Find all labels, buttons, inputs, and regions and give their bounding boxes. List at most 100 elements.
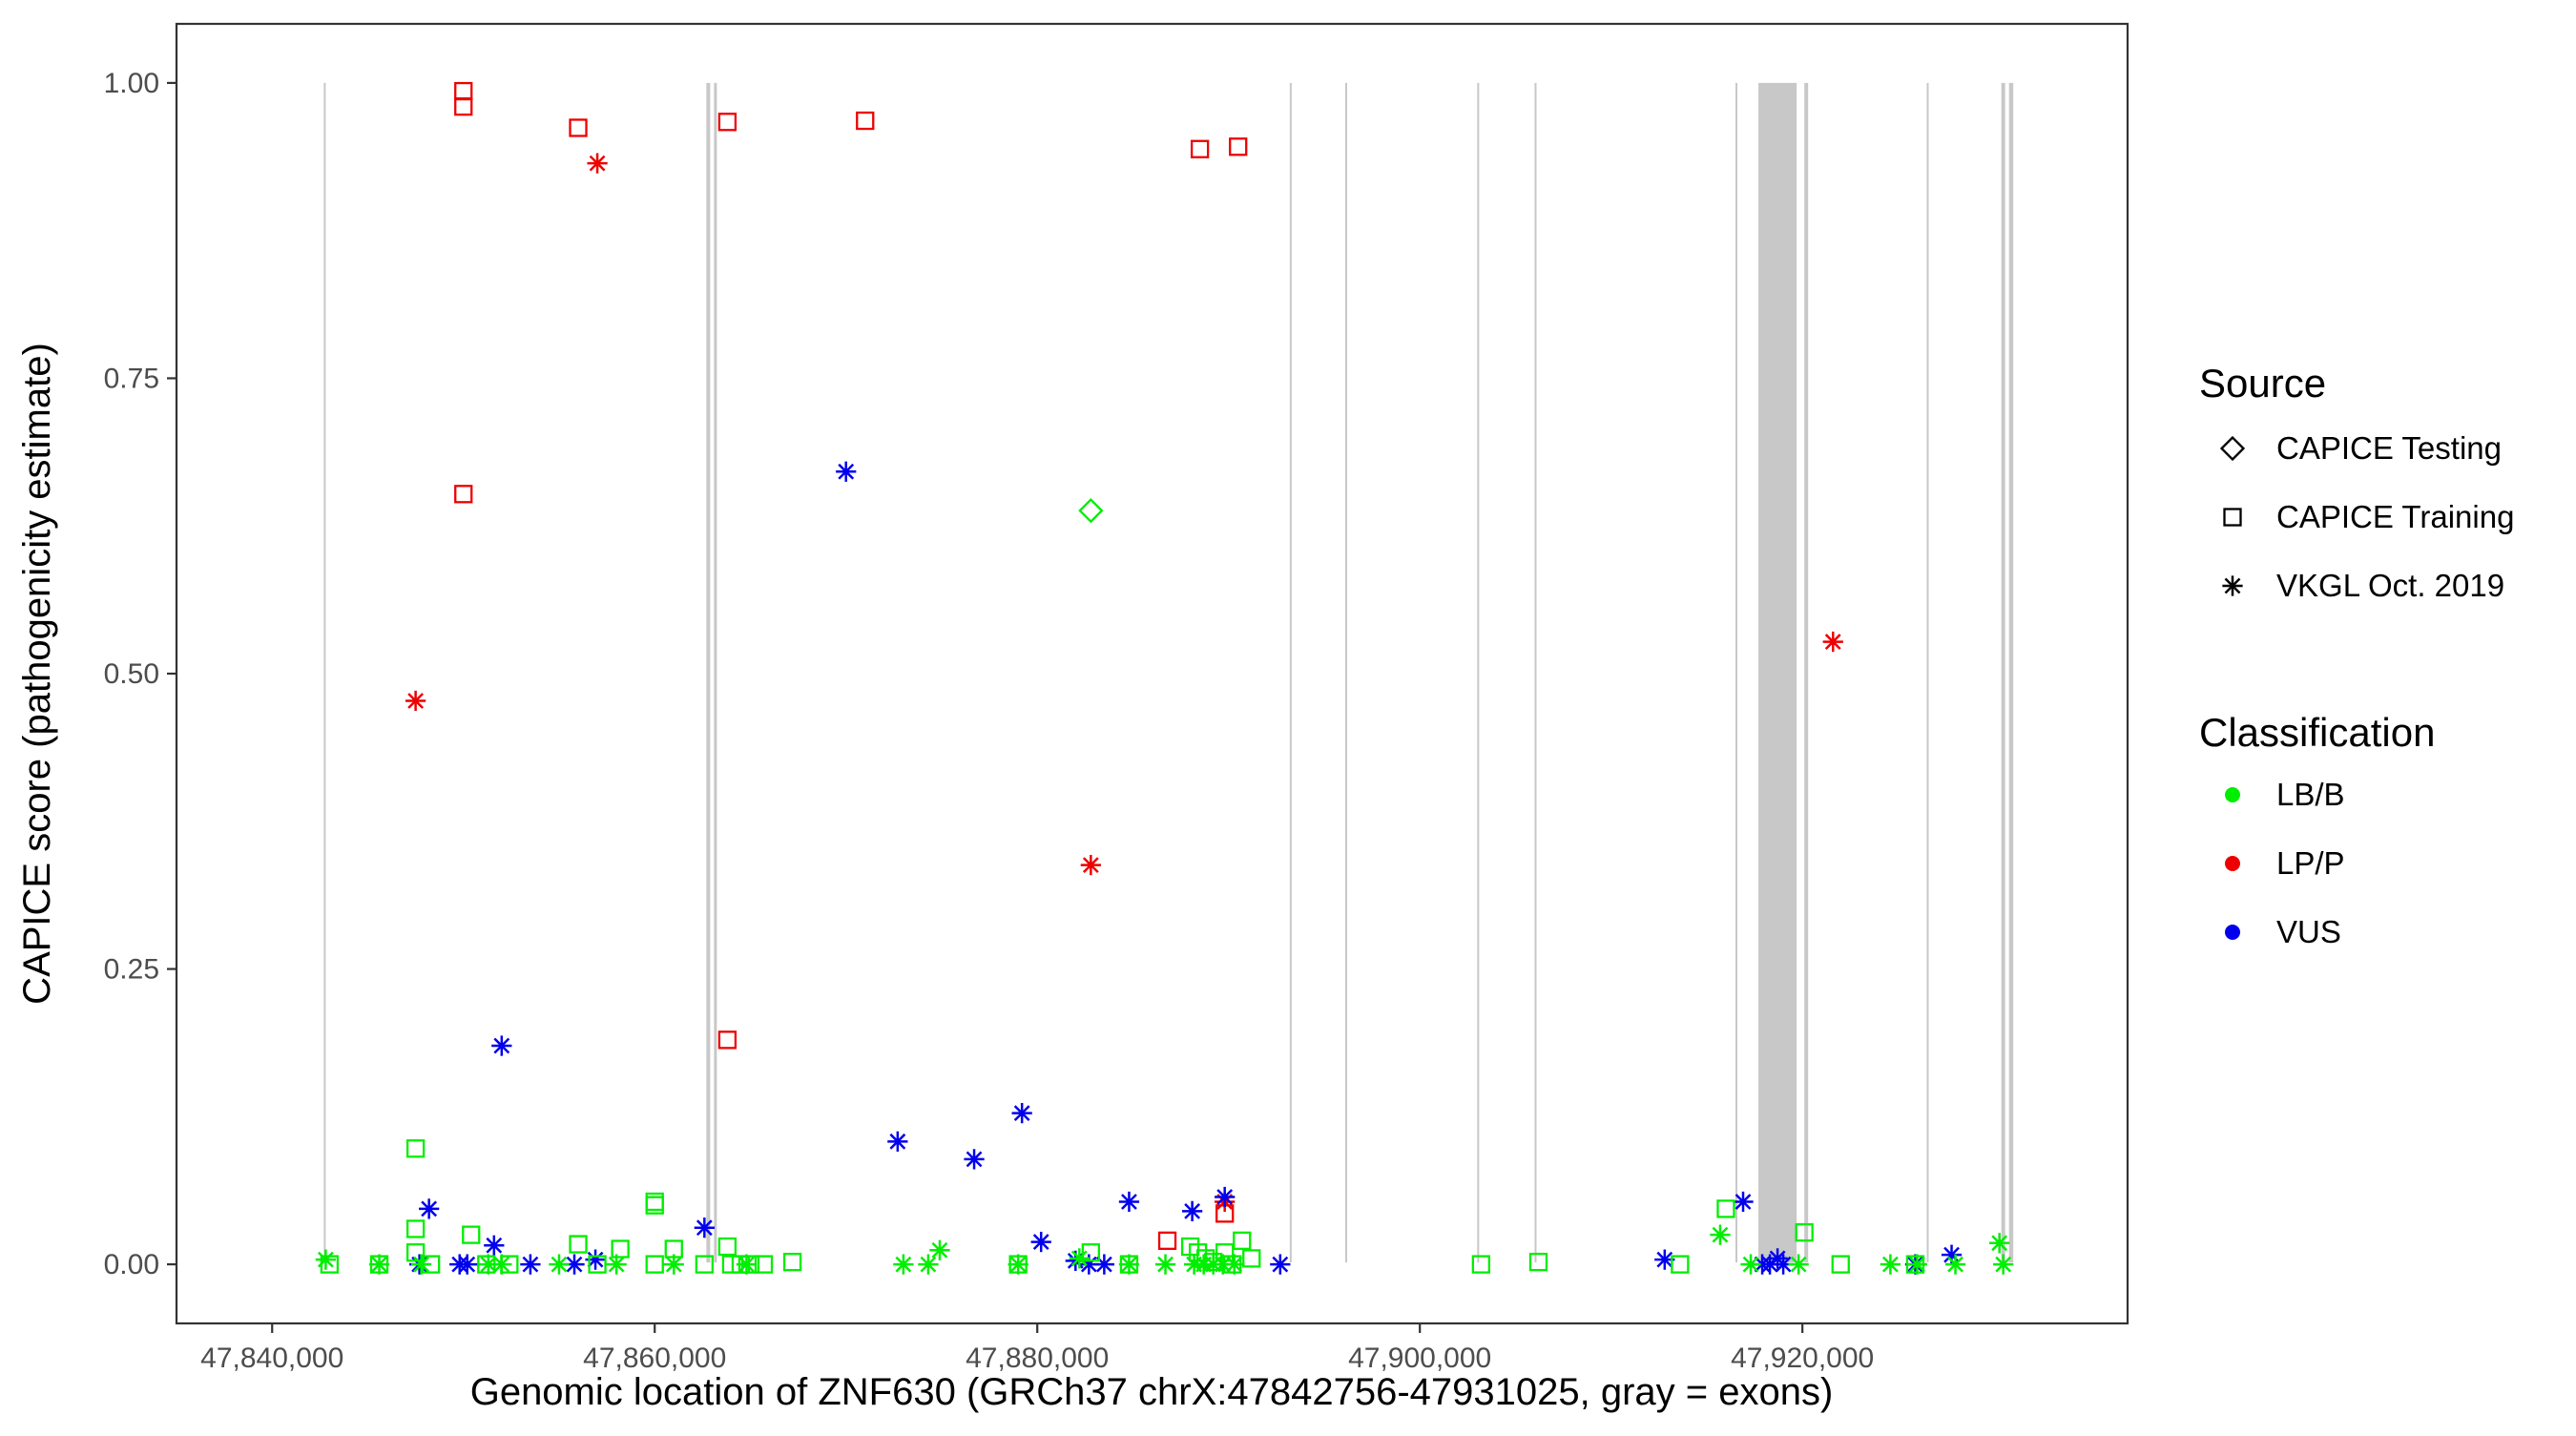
- legend-source-label: CAPICE Testing: [2276, 430, 2502, 466]
- point-vkgl-oct-2019-lb-b: [1008, 1254, 1028, 1275]
- square-marker: [1528, 1252, 1548, 1272]
- point-capice-training-lp-p: [856, 111, 875, 131]
- asterisk-stroke: [1070, 1250, 1088, 1267]
- point-vkgl-oct-2019-lb-b: [1154, 1254, 1176, 1275]
- square-marker: [1233, 1231, 1252, 1250]
- dot-marker: [2225, 856, 2240, 871]
- point-capice-training-lb-b: [462, 1225, 481, 1244]
- legend-source-title: Source: [2199, 361, 2326, 406]
- asterisk-stroke: [1775, 1256, 1792, 1273]
- asterisk-stroke: [1184, 1202, 1200, 1219]
- asterisk-stroke: [1947, 1256, 1963, 1273]
- point-vkgl-oct-2019-vus: [491, 1035, 512, 1056]
- exon-layer: [323, 82, 2014, 1263]
- asterisk-stroke: [1735, 1194, 1752, 1210]
- asterisk-stroke: [1157, 1256, 1174, 1273]
- asterisk-stroke: [486, 1237, 503, 1254]
- point-capice-testing-lb-b: [1078, 498, 1104, 524]
- exon-band: [2001, 82, 2005, 1263]
- point-vkgl-oct-2019-lp-p: [405, 690, 426, 712]
- asterisk-stroke: [1995, 1256, 2012, 1273]
- y-tick-label: 0.25: [104, 954, 159, 986]
- asterisk-stroke: [608, 1256, 625, 1273]
- point-vkgl-oct-2019-vus: [1270, 1254, 1291, 1275]
- x-tick-label: 47,920,000: [1731, 1342, 1874, 1374]
- point-capice-training-lp-p: [454, 485, 473, 504]
- asterisk-stroke: [1272, 1256, 1289, 1273]
- square-marker: [454, 97, 473, 116]
- square-marker: [2223, 508, 2242, 527]
- point-vkgl-oct-2019-lb-b: [1710, 1224, 1731, 1245]
- point-vkgl-oct-2019-vus: [694, 1217, 715, 1238]
- point-vkgl-oct-2019-lp-p: [587, 153, 608, 174]
- point-capice-training-lb-b: [1716, 1199, 1735, 1218]
- point-capice-training-lb-b: [1242, 1249, 1261, 1268]
- asterisk-stroke: [1991, 1235, 2008, 1252]
- legend-color-key: [2225, 856, 2240, 871]
- square-marker: [1190, 139, 1210, 158]
- legend-diamond-key: [2219, 435, 2246, 462]
- square-marker: [782, 1252, 802, 1272]
- point-vkgl-oct-2019-vus: [484, 1235, 505, 1256]
- point-vkgl-oct-2019-lb-b: [663, 1254, 684, 1275]
- exon-band: [323, 82, 326, 1263]
- exon-band: [1289, 82, 1292, 1263]
- asterisk-stroke: [1121, 1194, 1137, 1210]
- point-capice-training-lb-b: [569, 1235, 588, 1254]
- square-marker: [1716, 1199, 1735, 1218]
- legend-class-label: LB/B: [2276, 777, 2345, 812]
- point-capice-training-lb-b: [1528, 1252, 1548, 1272]
- asterisk-stroke: [1712, 1226, 1729, 1243]
- exon-band: [1344, 82, 1347, 1263]
- asterisk-stroke: [1032, 1234, 1049, 1250]
- exon-band: [706, 82, 711, 1263]
- asterisk-stroke: [1656, 1251, 1673, 1268]
- square-marker: [717, 1237, 737, 1257]
- asterisk-stroke: [1909, 1256, 1925, 1273]
- square-marker: [569, 118, 588, 137]
- asterisk-stroke: [1009, 1256, 1027, 1273]
- point-capice-training-lb-b: [405, 1219, 426, 1238]
- square-marker: [1831, 1255, 1850, 1274]
- x-axis-title: Genomic location of ZNF630 (GRCh37 chrX:…: [470, 1371, 1834, 1413]
- point-capice-training-lp-p: [569, 118, 588, 137]
- square-marker: [405, 1243, 426, 1262]
- asterisk-stroke: [696, 1219, 713, 1237]
- asterisk-stroke: [587, 1251, 604, 1268]
- asterisk-stroke: [371, 1256, 387, 1273]
- point-vkgl-oct-2019-lb-b: [411, 1254, 432, 1275]
- point-capice-training-lb-b: [645, 1255, 664, 1274]
- point-vkgl-oct-2019-lb-b: [929, 1239, 950, 1260]
- asterisk-stroke: [1226, 1256, 1243, 1273]
- asterisk-stroke: [551, 1256, 568, 1273]
- y-tick-label: 0.75: [104, 363, 159, 394]
- point-vkgl-oct-2019-vus: [419, 1198, 440, 1219]
- point-vkgl-oct-2019-vus: [1215, 1186, 1236, 1208]
- point-vkgl-oct-2019-lb-b: [1880, 1254, 1901, 1275]
- square-marker: [405, 1219, 426, 1238]
- point-vkgl-oct-2019-lb-b: [1740, 1254, 1761, 1275]
- asterisk-stroke: [1943, 1246, 1960, 1263]
- asterisk-stroke: [407, 693, 425, 709]
- asterisk-stroke: [2224, 577, 2241, 594]
- point-vkgl-oct-2019-vus: [964, 1149, 985, 1170]
- legend-source-label: CAPICE Training: [2276, 499, 2514, 534]
- point-vkgl-oct-2019-lb-b: [1989, 1233, 2010, 1254]
- square-marker: [717, 113, 737, 132]
- asterisk-stroke: [413, 1256, 430, 1273]
- square-marker: [1229, 137, 1248, 156]
- asterisk-stroke: [480, 1256, 497, 1273]
- asterisk-stroke: [421, 1200, 438, 1217]
- asterisk-stroke: [493, 1037, 510, 1054]
- legend-source-items: CAPICE Testing CAPICE Training VKGL Oct. 2…: [2219, 430, 2514, 603]
- y-tick-label: 0.50: [104, 658, 159, 690]
- point-capice-training-lb-b: [1795, 1223, 1814, 1242]
- square-marker: [569, 1235, 588, 1254]
- point-vkgl-oct-2019-lb-b: [368, 1254, 390, 1275]
- point-vkgl-oct-2019-vus: [1093, 1254, 1115, 1275]
- asterisk-stroke: [1215, 1256, 1232, 1273]
- dot-marker: [2225, 787, 2240, 802]
